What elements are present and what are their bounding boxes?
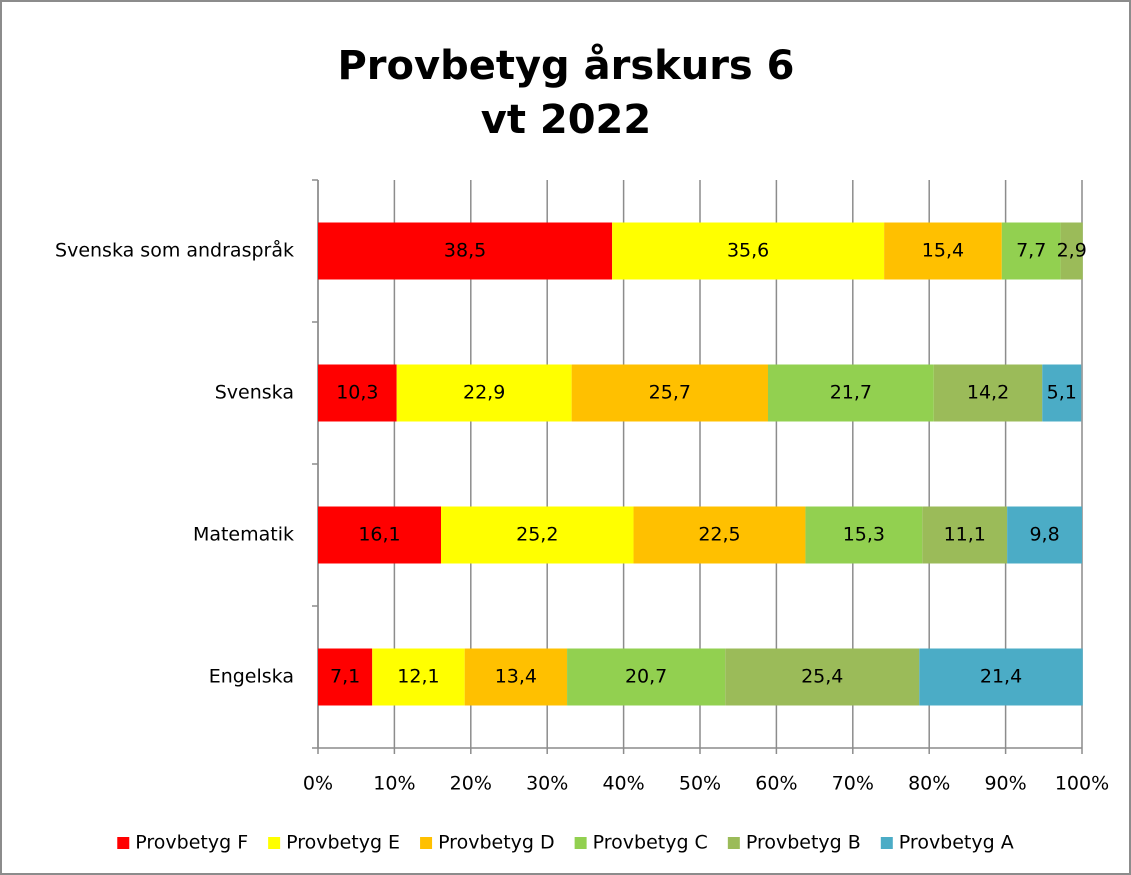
bar-segment <box>767 364 934 422</box>
legend-swatch <box>727 837 740 849</box>
x-tick-label: 100% <box>1055 773 1109 795</box>
y-tick-label: Svenska som andraspråk <box>55 239 294 262</box>
bar-segment <box>884 222 1002 280</box>
x-tick-label: 30% <box>526 773 568 795</box>
bar-segment <box>725 648 920 706</box>
bar-segment <box>1007 506 1082 564</box>
legend-label: Provbetyg A <box>899 832 1014 854</box>
legend-swatch <box>574 837 587 849</box>
bar-segment <box>933 364 1043 422</box>
bar-segment <box>318 648 373 706</box>
y-tick-label: Engelska <box>209 666 294 688</box>
x-tick-label: 0% <box>303 773 333 795</box>
legend-label: Provbetyg D <box>438 832 555 854</box>
chart-title: vt 2022 <box>481 97 651 143</box>
legend-label: Provbetyg B <box>746 832 861 854</box>
legend-label: Provbetyg F <box>135 832 248 854</box>
bar-segment <box>919 648 1083 706</box>
data-label: 2,9 <box>1057 240 1087 262</box>
bar-segment <box>1060 222 1083 280</box>
bar-segment <box>612 222 885 280</box>
x-tick-label: 70% <box>832 773 874 795</box>
x-tick-label: 50% <box>679 773 721 795</box>
x-tick-label: 60% <box>755 773 797 795</box>
x-tick-label: 20% <box>450 773 492 795</box>
bar-segment <box>571 364 768 422</box>
data-label: 13,4 <box>495 666 537 688</box>
bar-segment <box>318 222 613 280</box>
bar-segment <box>567 648 726 706</box>
bar-segment <box>805 506 923 564</box>
data-label: 12,1 <box>397 666 439 688</box>
chart-title: Provbetyg årskurs 6 <box>337 42 794 89</box>
bar-segment <box>1042 364 1082 422</box>
legend-swatch <box>117 837 130 849</box>
bar-segment <box>396 364 572 422</box>
data-label: 21,4 <box>980 666 1022 688</box>
data-label: 5,1 <box>1047 382 1077 404</box>
data-label: 25,2 <box>516 524 558 546</box>
data-label: 38,5 <box>444 240 486 262</box>
bar-segment <box>464 648 568 706</box>
bar-segment <box>372 648 465 706</box>
data-label: 7,7 <box>1016 240 1046 262</box>
data-label: 14,2 <box>967 382 1009 404</box>
data-label: 7,1 <box>330 666 360 688</box>
bar-segment <box>1001 222 1061 280</box>
bar-segment <box>922 506 1008 564</box>
data-label: 10,3 <box>336 382 378 404</box>
x-tick-label: 40% <box>602 773 644 795</box>
bar-segment <box>318 506 442 564</box>
legend-label: Provbetyg C <box>593 832 708 854</box>
data-label: 16,1 <box>358 524 400 546</box>
legend-label: Provbetyg E <box>286 832 400 854</box>
y-tick-label: Matematik <box>193 524 294 546</box>
legend-swatch <box>880 837 893 849</box>
bar-segment <box>318 364 397 422</box>
x-tick-label: 80% <box>908 773 950 795</box>
data-label: 11,1 <box>944 524 986 546</box>
x-tick-label: 10% <box>373 773 415 795</box>
legend-swatch <box>420 837 433 849</box>
data-label: 22,9 <box>463 382 505 404</box>
data-label: 21,7 <box>830 382 872 404</box>
bar-segment <box>441 506 634 564</box>
x-tick-label: 90% <box>984 773 1026 795</box>
data-label: 25,4 <box>801 666 843 688</box>
bar-segment <box>633 506 806 564</box>
data-label: 15,3 <box>843 524 885 546</box>
data-label: 22,5 <box>698 524 740 546</box>
legend-swatch <box>268 837 281 849</box>
data-label: 20,7 <box>625 666 667 688</box>
data-label: 35,6 <box>727 240 769 262</box>
data-label: 25,7 <box>649 382 691 404</box>
y-tick-label: Svenska <box>215 382 294 404</box>
data-label: 15,4 <box>922 240 964 262</box>
data-label: 9,8 <box>1029 524 1059 546</box>
